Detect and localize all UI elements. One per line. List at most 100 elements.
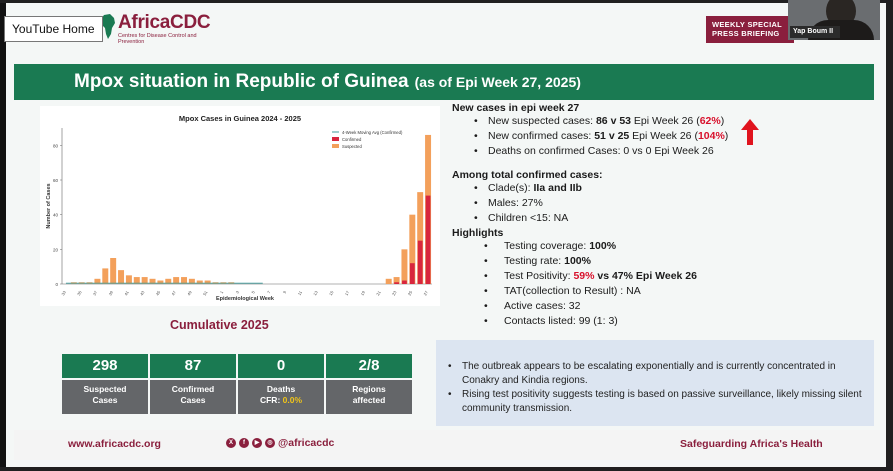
- footer-bar: [14, 430, 880, 460]
- x-tick-label: 35: [76, 289, 83, 296]
- suspected-bar: [393, 277, 400, 284]
- stat-label-line: Suspected: [83, 384, 127, 394]
- x-tick-label: 7: [266, 289, 272, 294]
- x-icon: X: [226, 438, 236, 448]
- x-tick-label: 21: [375, 289, 382, 296]
- x-tick-label: 15: [328, 289, 335, 296]
- legend-label: Suspected: [342, 144, 362, 149]
- africa-map-icon: [101, 14, 115, 39]
- cumulative-title: Cumulative 2025: [170, 318, 269, 332]
- suspected-bar: [157, 280, 164, 284]
- chart-background: [40, 106, 440, 306]
- chart-bars: [65, 134, 432, 284]
- positivity-now: 59%: [573, 270, 595, 282]
- x-tick-label: 19: [359, 289, 366, 296]
- item-counts: 51 v 25: [594, 130, 630, 142]
- tat-item: TAT(collection to Result) : NA: [440, 284, 880, 299]
- suspected-bar: [204, 280, 211, 284]
- new-cases-heading: New cases in epi week 27: [452, 102, 580, 114]
- suspected-bar: [133, 277, 140, 284]
- x-tick-label: 37: [92, 289, 99, 296]
- suspected-bar: [118, 270, 125, 284]
- stat-deaths-label: Deaths CFR: 0.0%: [238, 380, 324, 414]
- stat-label-line: Confirmed: [171, 384, 215, 394]
- x-tick-label: 41: [123, 289, 130, 296]
- x-tick-label: 51: [202, 289, 209, 296]
- x-tick-label: 45: [155, 289, 162, 296]
- item-label: Testing coverage:: [504, 240, 590, 252]
- video-top-edge: [0, 0, 893, 3]
- youtube-icon: ▶: [252, 438, 262, 448]
- youtube-home-tooltip: YouTube Home: [4, 16, 103, 42]
- slide-subtitle: (as of Epi Week 27, 2025): [414, 74, 581, 90]
- stat-regions: 2/8 Regions affected: [326, 354, 412, 414]
- item-value: IIa and IIb: [533, 182, 582, 194]
- y-tick-label: 20: [53, 247, 59, 252]
- cumulative-stats: 298 Suspected Cases 87 Confirmed Cases 0…: [62, 354, 412, 414]
- press-badge-line2: PRESS BRIEFING: [712, 29, 780, 38]
- item-text: vs: [594, 270, 612, 282]
- item-label: Testing rate:: [504, 255, 565, 267]
- stat-regions-value: 2/8: [326, 354, 412, 378]
- item-value: 100%: [564, 255, 591, 267]
- x-tick-label: 17: [344, 289, 351, 296]
- confirmed-bar: [417, 240, 423, 284]
- cfr-prefix: CFR:: [259, 395, 283, 405]
- suspected-bar: [141, 277, 148, 284]
- suspected-bar: [401, 249, 408, 284]
- item-pct: 62%: [699, 115, 721, 127]
- totals-heading: Among total confirmed cases:: [452, 169, 603, 181]
- legend-label: Confirmed: [342, 137, 362, 142]
- stat-label-line: Cases: [92, 395, 118, 405]
- suspected-bar: [181, 277, 188, 284]
- chart-svg: Mpox Cases in Guinea 2024 - 2025 Number …: [40, 106, 440, 306]
- stat-confirmed: 87 Confirmed Cases: [150, 354, 236, 414]
- stat-label-line: Cases: [180, 395, 206, 405]
- item-text: Epi Week 26 (: [629, 130, 698, 142]
- stat-label-line: affected: [352, 395, 386, 405]
- arrow-up-icon: [741, 119, 759, 145]
- item-counts: 86 v 53: [595, 115, 632, 127]
- stat-confirmed-value: 87: [150, 354, 236, 378]
- stat-deaths: 0 Deaths CFR: 0.0%: [238, 354, 324, 414]
- x-tick-label: 43: [139, 289, 146, 296]
- x-tick-label: 13: [312, 289, 319, 296]
- item-label: New confirmed cases:: [488, 130, 595, 142]
- y-tick-label: 80: [53, 143, 59, 148]
- instagram-icon: ◎: [265, 438, 275, 448]
- y-tick-label: 60: [53, 178, 59, 183]
- new-confirmed-item: New confirmed cases: 51 v 25 Epi Week 26…: [440, 129, 880, 144]
- item-text: ): [724, 130, 729, 142]
- x-tick-label: 33: [60, 289, 67, 296]
- brand-name: AfricaCDC: [118, 12, 211, 33]
- males-item: Males: 27%: [440, 196, 880, 211]
- suspected-bar: [102, 268, 109, 284]
- footer-handle: @africacdc: [278, 437, 335, 449]
- chart-legend: 4-Week Moving Avg (Confirmed) Confirmed Su…: [332, 130, 403, 149]
- suspected-bar: [417, 192, 424, 284]
- slide-title-bar: Mpox situation in Republic of Guinea (as…: [14, 64, 874, 100]
- confirmed-bar: [425, 195, 431, 284]
- y-tick-label: 0: [55, 282, 58, 287]
- stat-label-line: Regions: [352, 384, 386, 394]
- key-notes-box: The outbreak appears to be escalating ex…: [436, 340, 874, 426]
- x-tick-label: 9: [282, 289, 288, 294]
- suspected-bar: [110, 258, 117, 284]
- x-tick-label: 5: [250, 289, 256, 294]
- chart-title: Mpox Cases in Guinea 2024 - 2025: [179, 114, 301, 123]
- suspected-bar: [165, 278, 172, 284]
- press-badge-line1: WEEKLY SPECIAL: [712, 20, 783, 29]
- stat-suspected-value: 298: [62, 354, 148, 378]
- x-tick-label: 3: [235, 289, 241, 294]
- suspected-bar: [149, 278, 156, 284]
- chart-x-label: Epidemiological Week: [216, 296, 275, 302]
- footer-social: X f ▶ ◎ @africacdc: [226, 437, 334, 449]
- note-item: Rising test positivity suggests testing …: [448, 388, 866, 416]
- speaker-name: Yap Boum II: [790, 26, 840, 38]
- deaths-item: Deaths on confirmed Cases: 0 vs 0 Epi We…: [440, 144, 880, 159]
- x-tick-label: 39: [107, 289, 114, 296]
- facebook-icon: f: [239, 438, 249, 448]
- new-suspected-item: New suspected cases: 86 v 53 Epi Week 26…: [440, 114, 880, 129]
- y-tick-label: 40: [53, 213, 59, 218]
